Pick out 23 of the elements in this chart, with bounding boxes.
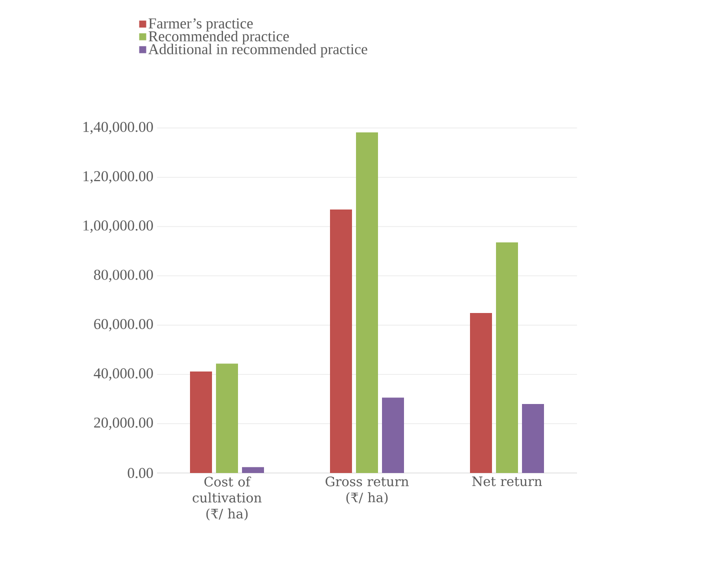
y-tick-label: 1,40,000.00 [84, 122, 153, 134]
bar [470, 313, 492, 473]
y-tick-label: 0.00 [128, 468, 153, 478]
bar [216, 364, 238, 473]
bar [496, 242, 518, 473]
bar [190, 371, 212, 473]
y-tick-label: 20,000.00 [94, 418, 153, 430]
bar [330, 210, 352, 473]
y-tick-label: 80,000.00 [94, 270, 153, 282]
legend-label: Additional in recommended practice [148, 44, 368, 58]
bar [522, 404, 544, 473]
y-tick-label: 1,00,000.00 [84, 220, 153, 233]
x-tick-label: Cost of cultivation (₹/ ha) [192, 476, 262, 520]
bar [382, 398, 404, 473]
bar [242, 467, 264, 473]
bar [356, 132, 378, 473]
legend-label: Farmer’s practice [148, 18, 253, 32]
legend-label: Recommended practice [148, 30, 289, 44]
y-tick-label: 60,000.00 [94, 318, 153, 332]
y-tick-label: 40,000.00 [94, 368, 153, 381]
x-tick-label: Gross return (₹/ ha) [326, 476, 409, 504]
x-tick-label: Net return [472, 476, 542, 486]
y-tick-label: 1,20,000.00 [84, 171, 153, 184]
